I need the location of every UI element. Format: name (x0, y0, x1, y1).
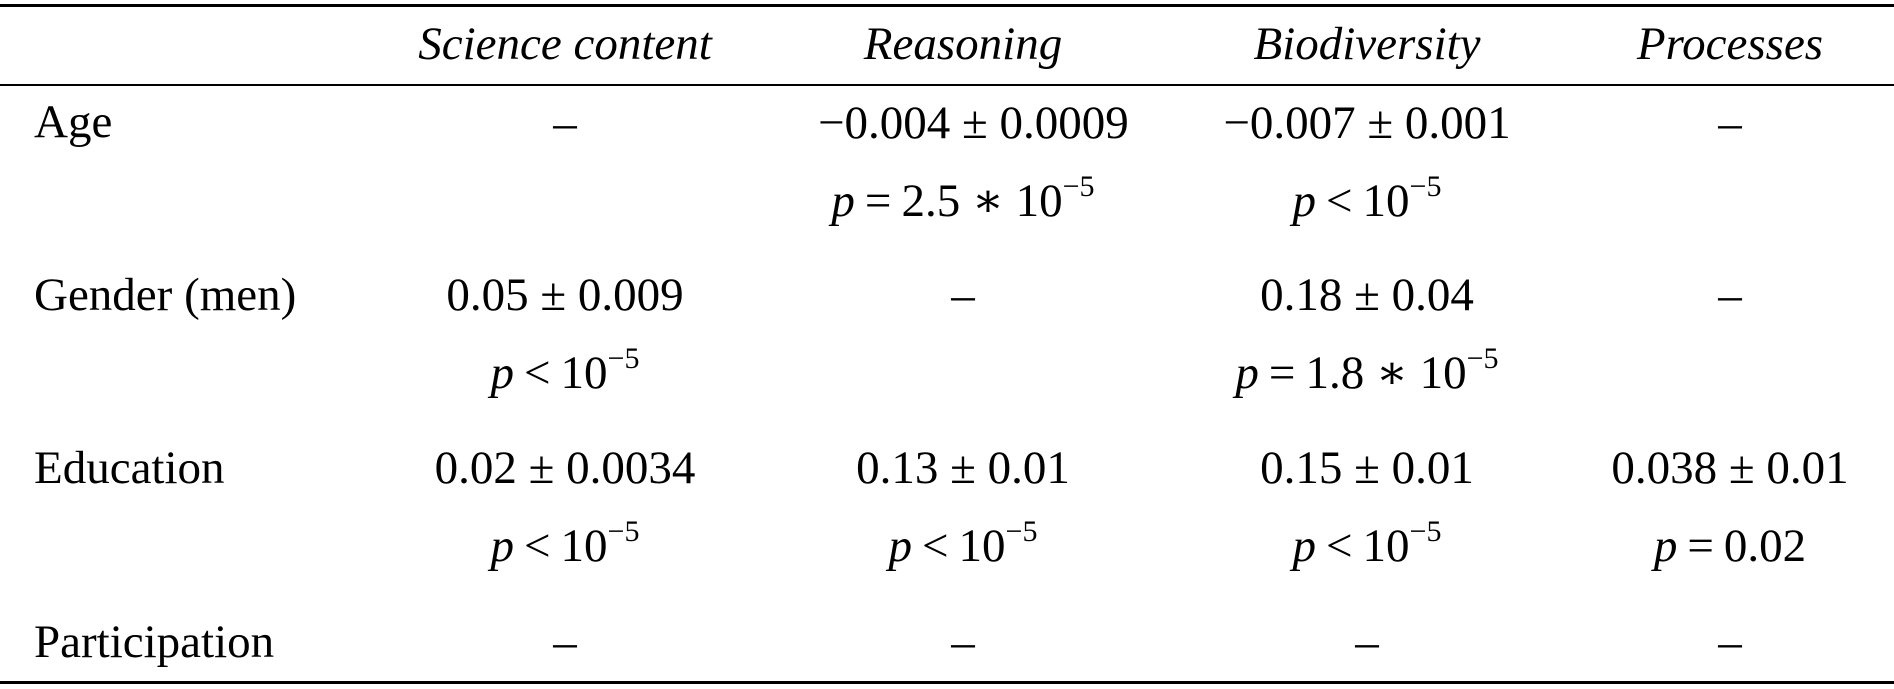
row-label-participation: Participation (34, 616, 275, 668)
p-relation: < (922, 520, 949, 572)
coefficient-value: −0.007 ± 0.001 (1223, 97, 1511, 149)
row-label-gender: Gender (men) (34, 269, 297, 321)
p-exponent: −5 (607, 342, 640, 375)
table-cell: – (1585, 603, 1875, 681)
p-value: p = 1.8 ∗ 10−5 (1222, 334, 1512, 412)
table-cell: 0.15 ± 0.01 p <10−5 (1222, 429, 1512, 585)
table-cell: – (818, 256, 1108, 334)
p-text: 10 (1362, 520, 1410, 572)
p-relation: = (1687, 520, 1714, 572)
table-cell: 0.02 ± 0.0034 p <10−5 (420, 429, 710, 585)
p-symbol: p (490, 520, 515, 572)
p-value: p <10−5 (420, 334, 710, 412)
p-text: 2.5 ∗ 10 (901, 175, 1063, 227)
column-header-science-content: Science content (418, 18, 712, 70)
table-cell: 0.038 ± 0.01 p = 0.02 (1585, 429, 1875, 585)
p-exponent: −5 (1409, 515, 1442, 548)
coefficient-value: 0.18 ± 0.04 (1260, 269, 1474, 321)
row-label-education: Education (34, 442, 225, 494)
p-relation: = (1268, 347, 1296, 399)
p-exponent: −5 (1062, 170, 1095, 203)
p-relation: < (524, 347, 551, 399)
p-symbol: p (1292, 175, 1317, 227)
coefficient-value: – (951, 269, 975, 321)
coefficient-value: – (1718, 616, 1742, 668)
p-symbol: p (831, 175, 855, 227)
column-header-processes: Processes (1636, 18, 1824, 70)
coefficient-value: – (1718, 269, 1742, 321)
row-label-age: Age (34, 96, 113, 148)
p-text: 10 (958, 520, 1006, 572)
p-exponent: −5 (1409, 170, 1442, 203)
p-text: 10 (560, 520, 608, 572)
table-cell: – (1222, 603, 1512, 681)
p-relation: < (524, 520, 551, 572)
table-cell: – (1585, 84, 1875, 162)
p-relation: < (1326, 520, 1353, 572)
table-cell: −0.007 ± 0.001 p <10−5 (1222, 84, 1512, 240)
p-text: 1.8 ∗ 10 (1305, 347, 1467, 399)
p-exponent: −5 (1466, 342, 1499, 375)
coefficient-value: – (951, 616, 975, 668)
coefficient-value: 0.038 ± 0.01 (1611, 442, 1849, 494)
p-value: p = 2.5 ∗ 10−5 (818, 162, 1108, 240)
p-value: p <10−5 (420, 507, 710, 585)
p-text: 0.02 (1723, 520, 1807, 572)
coefficient-value: 0.02 ± 0.0034 (434, 442, 696, 494)
p-relation: < (1326, 175, 1353, 227)
coefficient-value: 0.13 ± 0.01 (856, 442, 1070, 494)
coefficient-value: 0.05 ± 0.009 (446, 269, 684, 321)
column-header-reasoning: Reasoning (863, 18, 1063, 70)
p-value: p <10−5 (818, 507, 1108, 585)
coefficient-value: – (1355, 616, 1379, 668)
table-cell: – (420, 84, 710, 162)
header-rule (0, 84, 1894, 86)
table-cell: – (1585, 256, 1875, 334)
column-header-biodiversity: Biodiversity (1253, 18, 1481, 70)
p-exponent: −5 (607, 515, 640, 548)
table-cell: – (420, 603, 710, 681)
p-value: p <10−5 (1222, 162, 1512, 240)
p-exponent: −5 (1005, 515, 1038, 548)
p-symbol: p (1653, 520, 1678, 572)
coefficient-value: 0.15 ± 0.01 (1260, 442, 1474, 494)
table-cell: 0.05 ± 0.009 p <10−5 (420, 256, 710, 412)
coefficient-value: – (553, 97, 577, 149)
p-symbol: p (490, 347, 515, 399)
coefficient-value: −0.004 ± 0.0009 (818, 97, 1129, 149)
p-value: p <10−5 (1222, 507, 1512, 585)
table-cell: – (818, 603, 1108, 681)
p-relation: = (864, 175, 892, 227)
p-text: 10 (1362, 175, 1410, 227)
table-cell: −0.004 ± 0.0009 p = 2.5 ∗ 10−5 (818, 84, 1129, 240)
coefficient-value: – (1718, 97, 1742, 149)
coefficient-value: – (553, 616, 577, 668)
top-rule (0, 4, 1894, 7)
table-cell: 0.13 ± 0.01 p <10−5 (818, 429, 1108, 585)
p-symbol: p (888, 520, 913, 572)
p-symbol: p (1292, 520, 1317, 572)
p-value: p = 0.02 (1585, 507, 1875, 585)
bottom-rule (0, 681, 1894, 684)
p-text: 10 (560, 347, 608, 399)
table-cell: 0.18 ± 0.04 p = 1.8 ∗ 10−5 (1222, 256, 1512, 412)
p-symbol: p (1235, 347, 1259, 399)
